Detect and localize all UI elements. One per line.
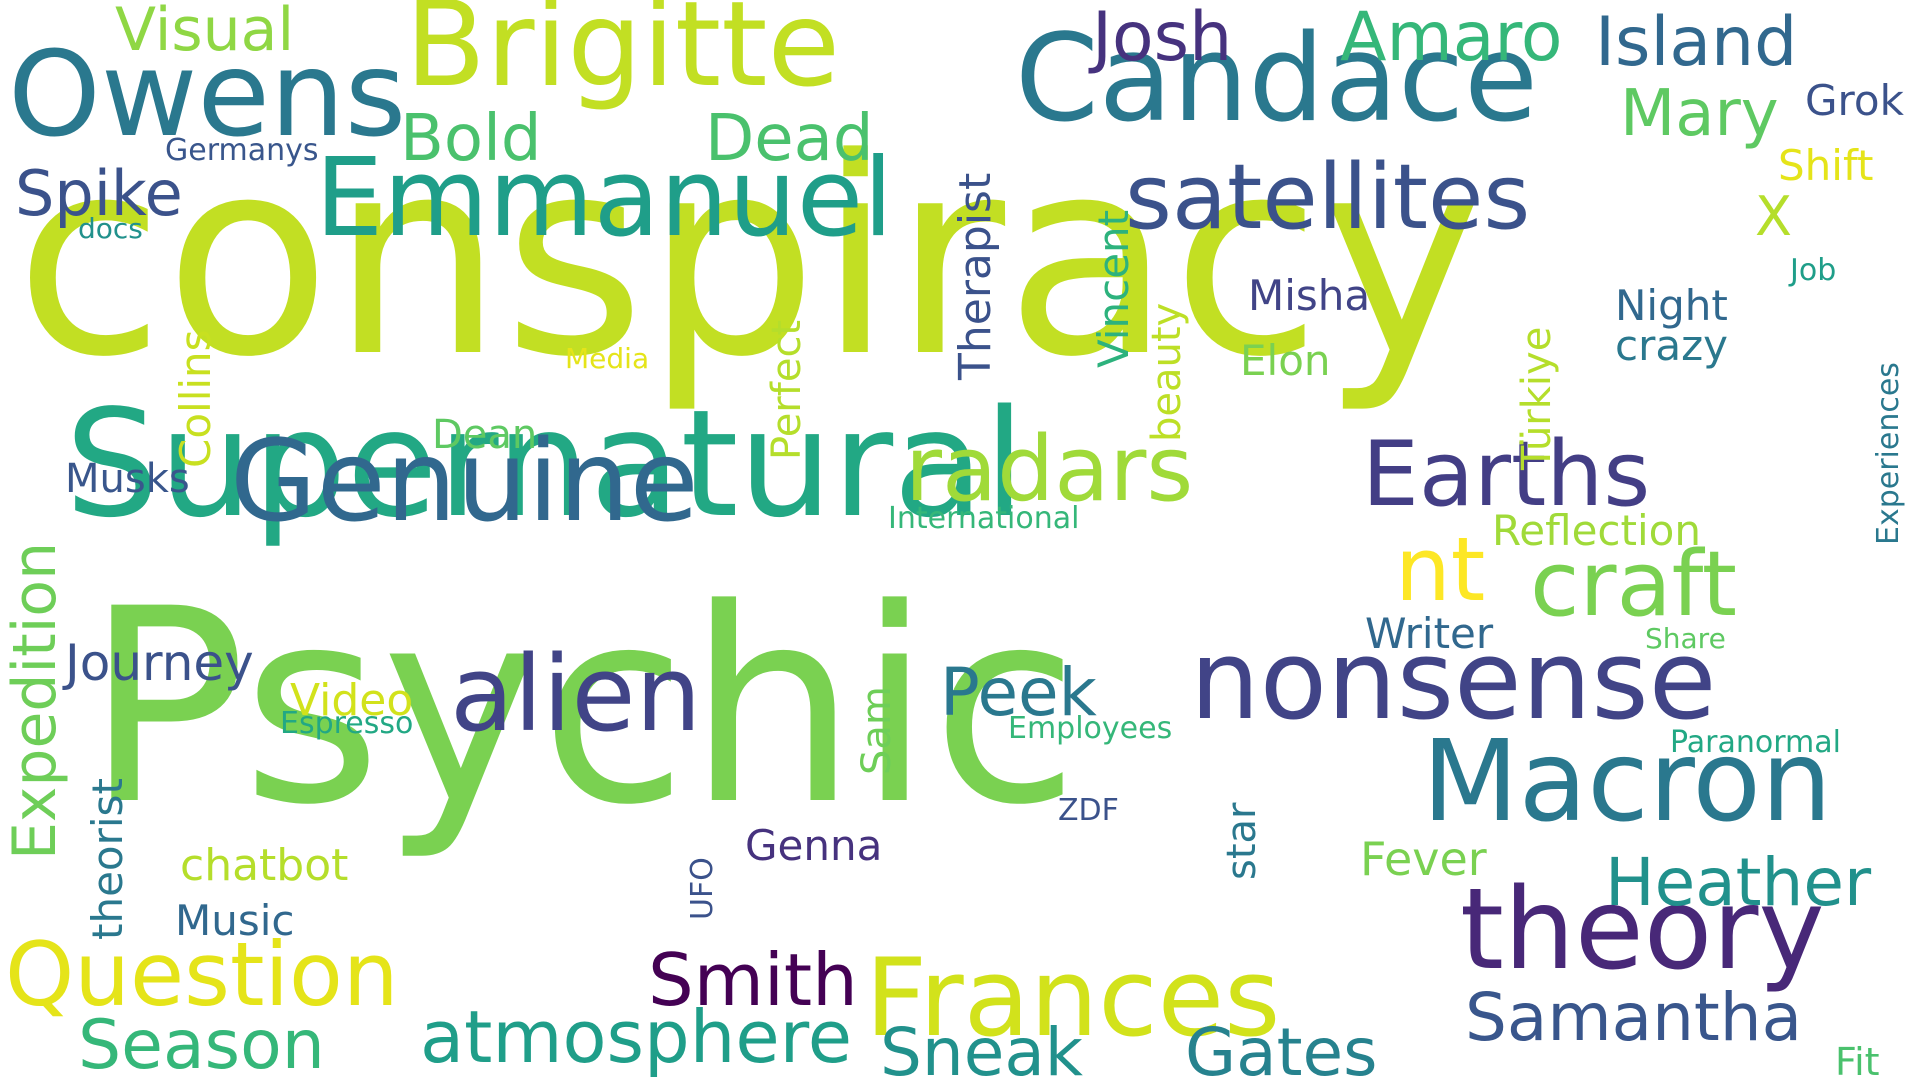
- word-atmosphere: atmosphere: [420, 995, 852, 1079]
- word-experiences: Experiences: [1871, 362, 1906, 545]
- word-dead: Dead: [705, 102, 874, 176]
- word-crazy: crazy: [1615, 321, 1728, 370]
- word-conspiracy: conspiracy: [15, 101, 1482, 417]
- word-grok: Grok: [1805, 76, 1905, 125]
- word-zdf: ZDF: [1058, 793, 1119, 828]
- word-misha: Misha: [1248, 271, 1370, 320]
- word-genna: Genna: [745, 821, 882, 870]
- word-mary: Mary: [1620, 77, 1779, 151]
- word-sneak: Sneak: [880, 1014, 1084, 1080]
- word-visual: Visual: [115, 0, 294, 65]
- word-musks: Musks: [65, 456, 190, 502]
- word-espresso: Espresso: [280, 706, 413, 741]
- word-satellites: satellites: [1125, 145, 1530, 250]
- word-craft: craft: [1530, 532, 1737, 637]
- word-beauty: beauty: [1144, 303, 1190, 442]
- word-emmanuel: Emmanuel: [315, 136, 893, 261]
- word-writer: Writer: [1365, 609, 1494, 658]
- word-josh: Josh: [1088, 0, 1232, 77]
- word-docs: docs: [78, 212, 143, 245]
- word-theory: theory: [1460, 865, 1825, 995]
- word-employees: Employees: [1008, 711, 1172, 746]
- word-sam: Sam: [854, 686, 900, 775]
- word-shift: Shift: [1778, 141, 1873, 190]
- word-media: Media: [565, 342, 649, 375]
- word-share: Share: [1645, 622, 1726, 655]
- word-x: X: [1755, 185, 1792, 248]
- word-supernatural: Supernatural: [65, 378, 1025, 550]
- word-expedition: Expedition: [0, 542, 70, 860]
- word-fit: Fit: [1835, 1040, 1880, 1080]
- word-gates: Gates: [1185, 1014, 1377, 1080]
- word-peek: Peek: [940, 654, 1098, 731]
- word-brigitte: Brigitte: [405, 0, 840, 113]
- word-collins: Collins: [171, 329, 220, 468]
- word-therapist: Therapist: [950, 173, 1001, 381]
- word-amaro: Amaro: [1340, 0, 1563, 77]
- word-elon: Elon: [1240, 336, 1331, 385]
- word-island: Island: [1595, 3, 1797, 82]
- word-psychic: Psychic: [85, 552, 1079, 864]
- word-star: star: [1219, 802, 1265, 880]
- word-question: Question: [5, 923, 399, 1026]
- word-perfect: Perfect: [764, 320, 810, 460]
- word-ufo: UFO: [685, 857, 720, 920]
- word-music: Music: [175, 896, 295, 945]
- word-paranormal: Paranormal: [1670, 725, 1841, 760]
- word-video: Video: [290, 675, 413, 726]
- word-turkiye: Türkiye: [1514, 327, 1560, 471]
- word-smith: Smith: [648, 938, 858, 1022]
- word-macron: Macron: [1422, 717, 1832, 847]
- word-samantha: Samantha: [1465, 979, 1802, 1056]
- word-fever: Fever: [1360, 832, 1487, 886]
- word-job: Job: [1788, 253, 1836, 288]
- word-frances: Frances: [865, 936, 1280, 1061]
- word-journey: Journey: [62, 634, 254, 692]
- word-nt: nt: [1395, 518, 1485, 621]
- word-dean: Dean: [432, 412, 537, 458]
- word-radars: radars: [905, 417, 1193, 522]
- word-candace: Candace: [1015, 10, 1538, 149]
- word-alien: alien: [450, 633, 701, 755]
- word-night: Night: [1615, 281, 1728, 330]
- word-international: International: [888, 501, 1079, 536]
- word-spike: Spike: [15, 157, 183, 230]
- word-heather: Heather: [1605, 844, 1872, 921]
- word-bold: Bold: [400, 102, 541, 176]
- word-vincent: Vincent: [1089, 210, 1138, 368]
- word-earths: Earths: [1362, 422, 1650, 527]
- word-nonsense: nonsense: [1190, 616, 1716, 744]
- word-owens: Owens: [8, 25, 406, 163]
- word-germanys: Germanys: [165, 133, 319, 168]
- word-genuine: Genuine: [230, 417, 699, 547]
- word-chatbot: chatbot: [180, 840, 348, 891]
- word-theorist: theorist: [83, 778, 132, 940]
- word-reflection: Reflection: [1492, 506, 1701, 555]
- word-season: Season: [78, 1006, 325, 1080]
